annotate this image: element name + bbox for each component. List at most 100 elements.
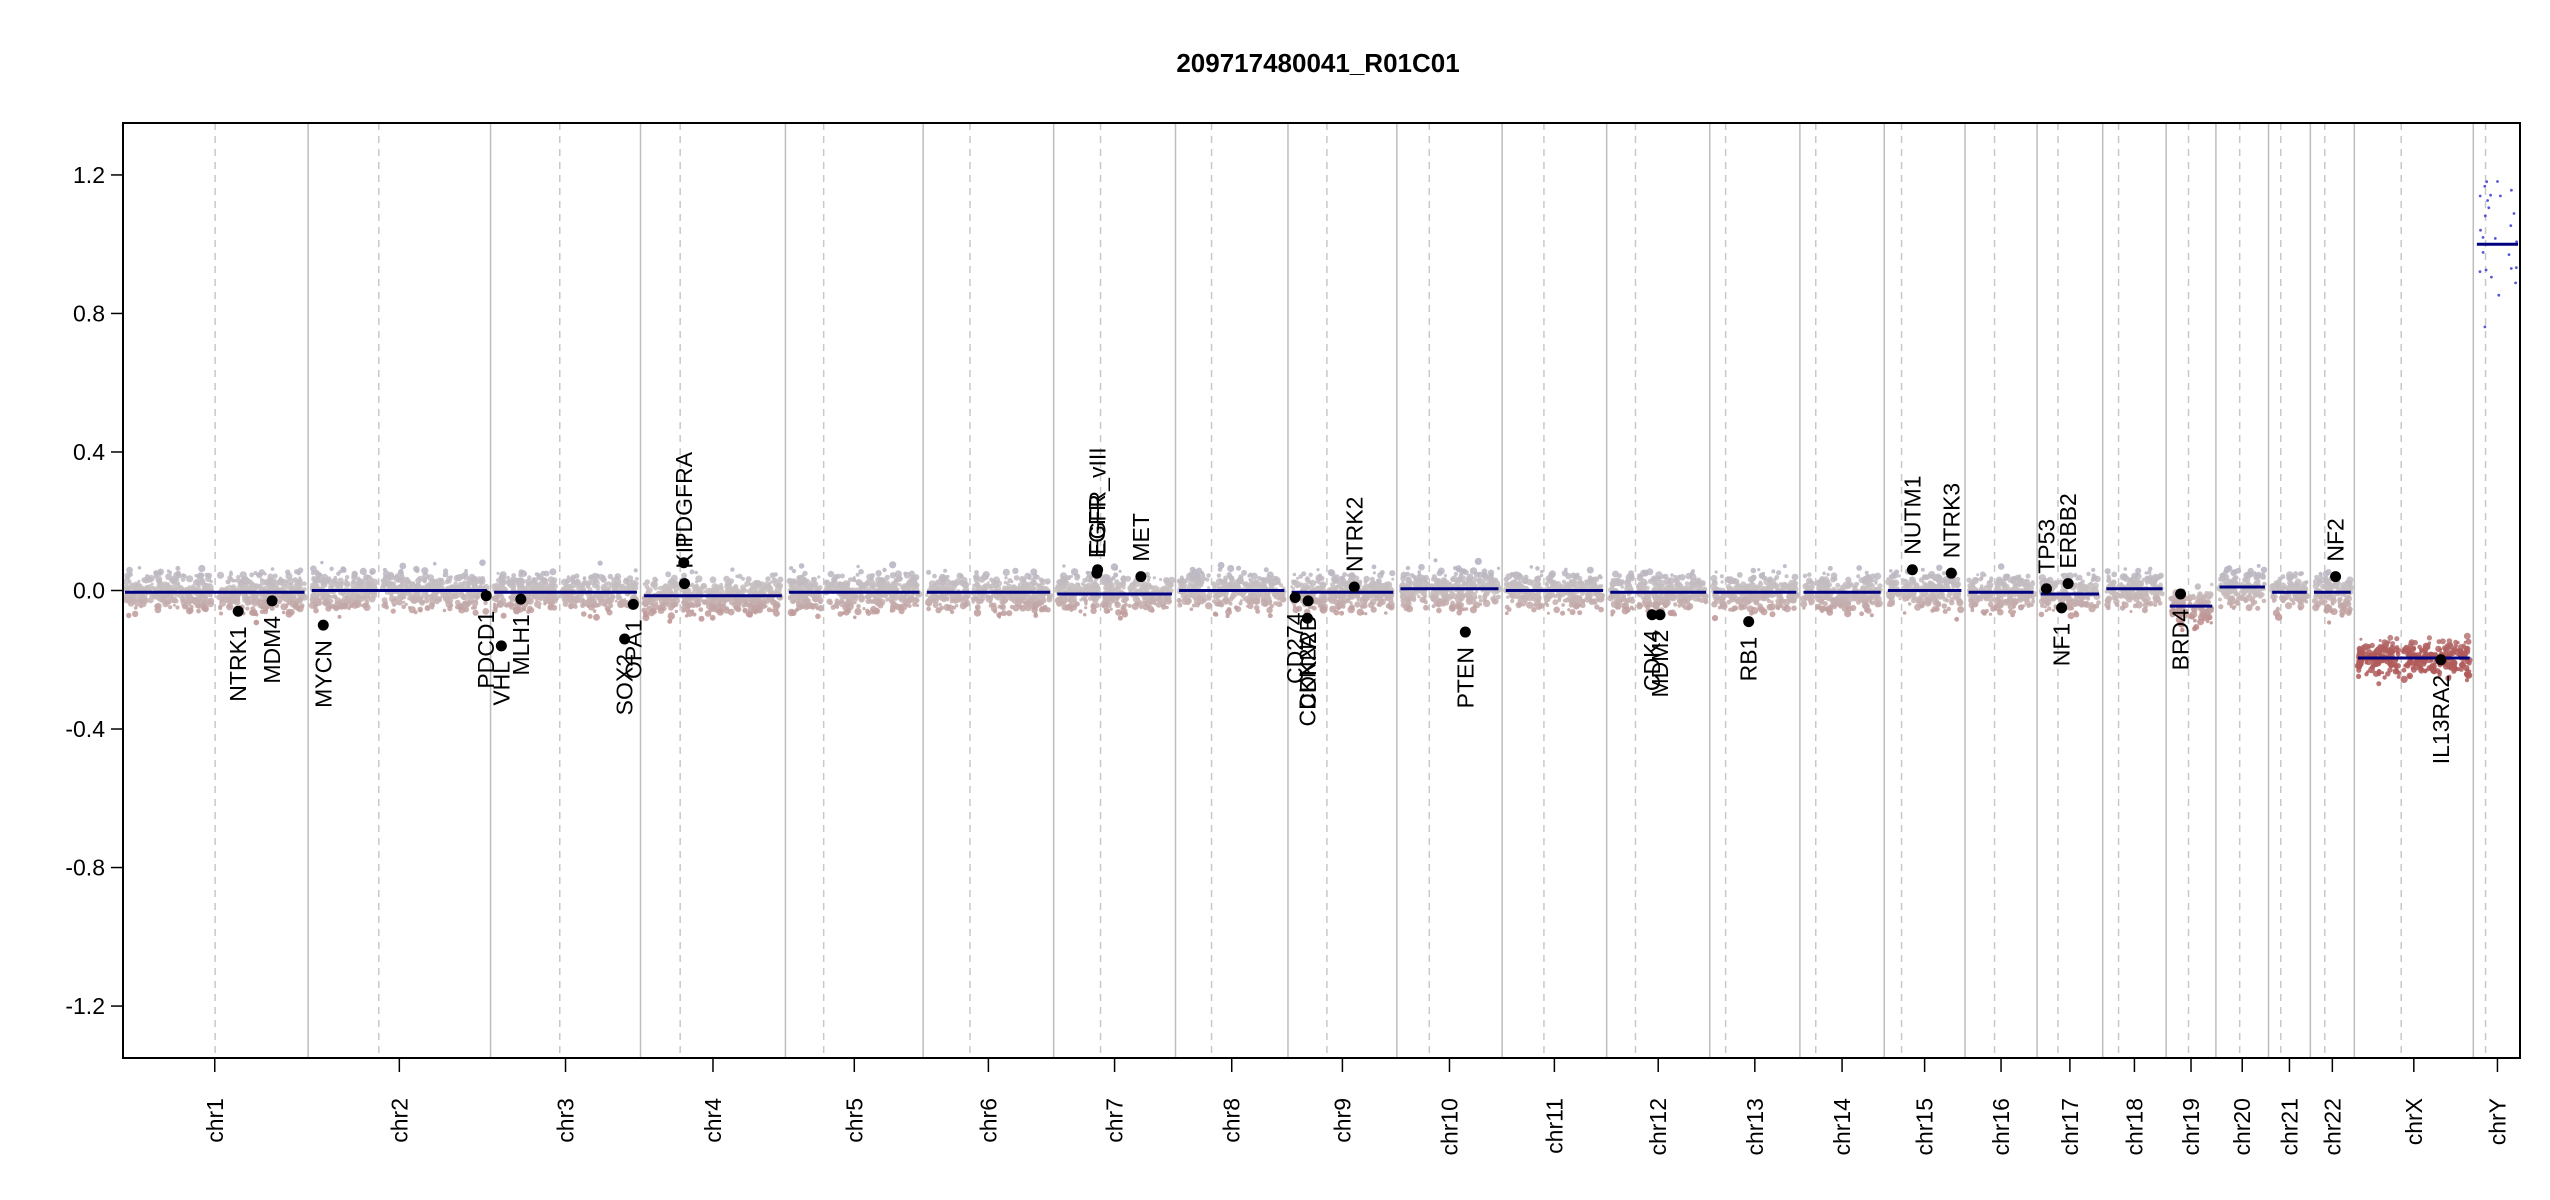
- probe-point: [735, 598, 742, 605]
- probe-point: [241, 576, 246, 580]
- probe-point: [1652, 586, 1657, 592]
- probe-point: [196, 608, 201, 614]
- probe-point: [1506, 607, 1512, 612]
- probe-point: [1594, 604, 1600, 610]
- probe-point: [778, 597, 782, 601]
- probe-point: [858, 596, 865, 603]
- probe-point: [310, 571, 316, 576]
- probe-point: [642, 582, 646, 586]
- probe-point: [329, 566, 334, 571]
- probe-point: [1661, 600, 1668, 606]
- probe-point: [256, 599, 264, 606]
- probe-point: [472, 609, 479, 616]
- probe-point: [990, 605, 998, 612]
- probe-point: [139, 594, 146, 601]
- probe-point: [1456, 567, 1461, 573]
- probe-point: [1463, 569, 1469, 576]
- probe-point: [494, 597, 499, 603]
- probe-point: [1238, 601, 1243, 606]
- probe-point: [589, 597, 597, 605]
- probe-point: [391, 581, 397, 586]
- probe-point: [1001, 595, 1007, 601]
- probe-point: [1332, 574, 1341, 582]
- probe-point: [462, 580, 466, 584]
- probe-point: [518, 569, 525, 576]
- probe-point: [371, 592, 378, 599]
- probe-point: [1224, 598, 1231, 605]
- probe-point: [209, 579, 213, 584]
- probe-point: [327, 594, 332, 599]
- probe-point: [1628, 586, 1634, 591]
- probe-point: [399, 562, 407, 570]
- probe-point: [804, 593, 809, 598]
- probe-point: [416, 593, 421, 598]
- probe-point: [471, 582, 478, 588]
- probe-point: [1318, 573, 1323, 578]
- probe-point: [1776, 570, 1782, 576]
- probe-point: [1279, 603, 1283, 607]
- probe-point: [665, 571, 672, 578]
- probe-point: [1539, 573, 1544, 578]
- probe-point: [317, 580, 321, 584]
- probe-point: [1576, 572, 1580, 576]
- probe-point: [1252, 582, 1260, 590]
- probe-point: [630, 584, 637, 591]
- probe-point: [184, 587, 189, 591]
- probe-point: [198, 578, 206, 586]
- probe-point: [1561, 603, 1565, 607]
- probe-point: [262, 609, 269, 615]
- probe-point: [1078, 609, 1083, 614]
- probe-point: [955, 595, 960, 600]
- probe-point: [1670, 573, 1674, 577]
- probe-point: [547, 604, 553, 610]
- probe-point: [176, 581, 181, 586]
- probe-point: [352, 599, 356, 603]
- probe-point: [1466, 597, 1472, 603]
- probe-point: [1610, 600, 1619, 608]
- probe-point: [1661, 574, 1666, 580]
- probe-point: [1180, 577, 1185, 581]
- probe-point: [926, 606, 931, 612]
- probe-point: [1339, 599, 1346, 607]
- probe-point: [388, 573, 395, 581]
- probe-point: [769, 572, 776, 579]
- probe-point: [1189, 566, 1196, 573]
- probe-point: [831, 577, 837, 583]
- probe-point: [1319, 584, 1324, 589]
- probe-point: [277, 600, 282, 605]
- probe-point: [1250, 572, 1258, 580]
- probe-point: [1449, 595, 1454, 599]
- probe-point: [1316, 568, 1320, 572]
- probe-point: [1055, 584, 1060, 589]
- probe-point: [1560, 610, 1566, 616]
- probe-point: [932, 573, 937, 579]
- probe-point: [1361, 611, 1365, 615]
- probe-point: [971, 586, 976, 591]
- probe-point: [344, 582, 349, 586]
- probe-point: [431, 582, 436, 586]
- probe-point: [623, 585, 628, 590]
- probe-point: [248, 584, 256, 592]
- probe-point: [1118, 569, 1122, 573]
- probe-point: [348, 603, 353, 608]
- probe-point: [505, 575, 511, 580]
- probe-point: [1627, 596, 1634, 602]
- probe-point: [344, 575, 350, 580]
- probe-point: [341, 581, 345, 585]
- probe-point: [1305, 576, 1309, 580]
- probe-point: [660, 601, 666, 607]
- probe-point: [1573, 573, 1577, 577]
- probe-point: [1117, 615, 1123, 621]
- probe-point: [347, 582, 351, 587]
- probe-point: [1702, 581, 1706, 586]
- probe-point: [1292, 572, 1297, 577]
- probe-point: [415, 577, 422, 584]
- probe-point: [601, 587, 605, 591]
- probe-point: [1663, 593, 1669, 600]
- probe-point: [754, 586, 758, 590]
- probe-point: [423, 577, 427, 581]
- probe-point: [1336, 606, 1341, 611]
- probe-point: [155, 575, 163, 583]
- probe-point: [1293, 580, 1302, 589]
- probe-point: [1016, 604, 1021, 608]
